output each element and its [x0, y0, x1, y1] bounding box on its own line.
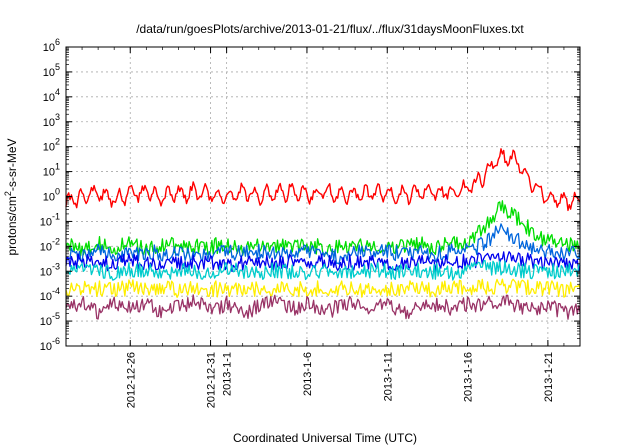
y-tick-label: 100 [43, 187, 60, 204]
x-axis-label: Coordinated Universal Time (UTC) [233, 431, 417, 445]
y-axis-label: protons/cm2-s-sr-MeV [3, 138, 19, 255]
series-group [65, 148, 581, 320]
x-tick-label: 2013-1-6 [302, 352, 314, 396]
y-tick-label: 102 [43, 137, 60, 154]
y-tick-label: 10-3 [40, 261, 60, 278]
y-axis-label-exponent: 2 [3, 191, 13, 196]
series-line [65, 294, 581, 320]
y-tick-label: 10-2 [40, 236, 60, 253]
chart-title: /data/run/goesPlots/archive/2013-01-21/f… [136, 22, 524, 36]
series-line [65, 278, 581, 298]
y-tick-label: 103 [43, 112, 60, 129]
series-line [65, 259, 581, 281]
x-tick-label: 2013-1-16 [463, 352, 475, 402]
y-tick-label: 10-1 [40, 211, 60, 228]
x-tick-label: 2013-1-11 [382, 352, 394, 401]
y-tick-label: 106 [43, 37, 60, 54]
y-tick-label: 10-6 [40, 336, 60, 353]
y-tick-label: 105 [43, 62, 60, 79]
x-tick-label: 2013-1-1 [222, 352, 234, 396]
y-tick-label: 10-4 [40, 286, 60, 303]
y-ticks: 10-6 10-5 10-4 10-3 10-2 10-1 100 101 102 103 104 1… [40, 37, 580, 353]
y-tick-label: 101 [43, 162, 60, 179]
y-tick-label: 104 [43, 87, 60, 104]
y-axis-label-suffix: -s-sr-MeV [5, 138, 19, 191]
x-tick-label: 2013-1-21 [543, 352, 555, 402]
x-ticks: 2012-12-26 2012-12-31 2013-1-1 2013-1-6 2013… [81, 47, 565, 408]
x-tick-label: 2012-12-26 [125, 352, 137, 408]
y-tick-label: 10-5 [40, 311, 60, 328]
x-tick-label: 2012-12-31 [206, 352, 218, 408]
series-line [65, 148, 581, 212]
y-axis-label-prefix: protons/cm [5, 196, 19, 255]
series-line [65, 223, 581, 265]
